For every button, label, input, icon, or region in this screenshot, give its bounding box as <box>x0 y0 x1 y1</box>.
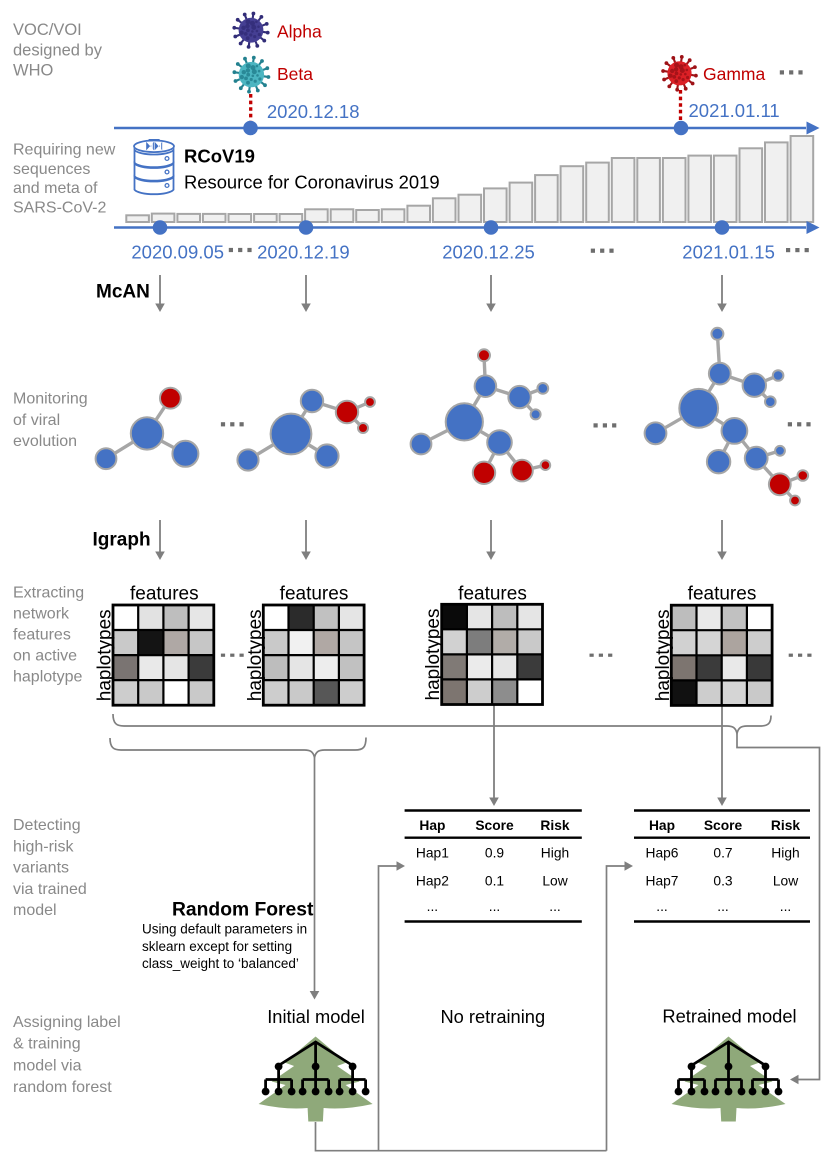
svg-text:Low: Low <box>773 874 798 889</box>
svg-text:0.9: 0.9 <box>485 846 505 861</box>
svg-text:0.7: 0.7 <box>713 846 732 861</box>
svg-text:& training: & training <box>13 1036 81 1053</box>
svg-text:random forest: random forest <box>13 1079 112 1096</box>
svg-text:2020.12.19: 2020.12.19 <box>257 242 350 263</box>
svg-text:...: ... <box>780 899 792 914</box>
svg-text:Using default parameters in: Using default parameters in <box>142 922 307 937</box>
svg-text:Alpha: Alpha <box>277 22 322 42</box>
svg-text:Requiring new: Requiring new <box>13 142 116 159</box>
svg-text:sklearn except for setting: sklearn except for setting <box>142 939 292 954</box>
svg-text:WHO: WHO <box>13 62 53 80</box>
svg-text:Random Forest: Random Forest <box>172 900 314 921</box>
svg-text:and meta of: and meta of <box>13 180 98 197</box>
svg-text:Retrained model: Retrained model <box>662 1006 796 1027</box>
svg-text:Hap2: Hap2 <box>416 874 449 889</box>
svg-text:model: model <box>13 902 57 919</box>
svg-text:2020.09.05: 2020.09.05 <box>131 242 224 263</box>
svg-text:features: features <box>280 584 349 605</box>
svg-text:haplotypes: haplotypes <box>653 609 674 701</box>
svg-text:Resource for Coronavirus 2019: Resource for Coronavirus 2019 <box>184 172 440 193</box>
svg-text:...: ... <box>656 899 668 914</box>
svg-text:features: features <box>130 584 199 605</box>
svg-text:designed by: designed by <box>13 41 103 59</box>
svg-text:2021.01.15: 2021.01.15 <box>682 242 775 263</box>
svg-text:model via: model via <box>13 1057 82 1074</box>
svg-text:...: ... <box>427 899 439 914</box>
svg-text:VOC/VOI: VOC/VOI <box>13 21 82 39</box>
svg-text:2020.12.18: 2020.12.18 <box>267 101 360 122</box>
svg-text:haplotypes: haplotypes <box>95 609 116 701</box>
svg-text:haplotype: haplotype <box>13 669 82 686</box>
svg-text:...: ... <box>489 899 501 914</box>
svg-text:Detecting: Detecting <box>13 817 81 834</box>
svg-text:Low: Low <box>542 874 567 889</box>
svg-text:via trained: via trained <box>13 881 87 898</box>
svg-text:0.1: 0.1 <box>485 874 504 889</box>
svg-text:...: ... <box>549 899 561 914</box>
svg-text:network: network <box>13 606 70 623</box>
svg-text:features: features <box>688 584 757 605</box>
svg-text:Gamma: Gamma <box>703 64 766 84</box>
svg-text:features: features <box>13 627 71 644</box>
svg-text:Hap7: Hap7 <box>646 874 679 889</box>
svg-text:haplotypes: haplotypes <box>423 609 444 701</box>
svg-text:Igraph: Igraph <box>93 530 151 551</box>
svg-text:2021.01.11: 2021.01.11 <box>689 100 780 121</box>
svg-text:McAN: McAN <box>96 282 150 303</box>
svg-text:Hap1: Hap1 <box>416 846 449 861</box>
svg-text:...: ... <box>717 899 729 914</box>
svg-text:0.3: 0.3 <box>713 874 733 889</box>
svg-text:High: High <box>771 846 799 861</box>
svg-text:Hap: Hap <box>419 818 445 833</box>
svg-text:high-risk: high-risk <box>13 838 74 855</box>
svg-text:RCoV19: RCoV19 <box>184 146 255 167</box>
svg-text:Risk: Risk <box>540 818 569 833</box>
svg-text:Initial model: Initial model <box>267 1006 365 1027</box>
svg-text:features: features <box>458 584 527 605</box>
svg-text:of viral: of viral <box>13 412 60 429</box>
svg-text:evolution: evolution <box>13 433 77 450</box>
svg-text:High: High <box>541 846 569 861</box>
svg-text:haplotypes: haplotypes <box>245 609 266 701</box>
svg-text:Hap6: Hap6 <box>646 846 679 861</box>
svg-text:Score: Score <box>475 818 514 833</box>
svg-text:variants: variants <box>13 860 69 877</box>
svg-text:Risk: Risk <box>771 818 800 833</box>
svg-text:Extracting: Extracting <box>13 585 84 602</box>
svg-text:sequences: sequences <box>13 161 90 178</box>
svg-text:on active: on active <box>13 648 77 665</box>
svg-text:Score: Score <box>704 818 743 833</box>
svg-text:Assigning label: Assigning label <box>13 1014 121 1031</box>
svg-text:Monitoring: Monitoring <box>13 391 88 408</box>
svg-text:No retraining: No retraining <box>440 1006 545 1027</box>
svg-text:class_weight to ‘balanced’: class_weight to ‘balanced’ <box>142 956 299 971</box>
svg-text:Hap: Hap <box>649 818 675 833</box>
svg-text:Beta: Beta <box>277 64 313 84</box>
svg-text:2020.12.25: 2020.12.25 <box>442 242 535 263</box>
svg-text:SARS-CoV-2: SARS-CoV-2 <box>13 199 106 216</box>
